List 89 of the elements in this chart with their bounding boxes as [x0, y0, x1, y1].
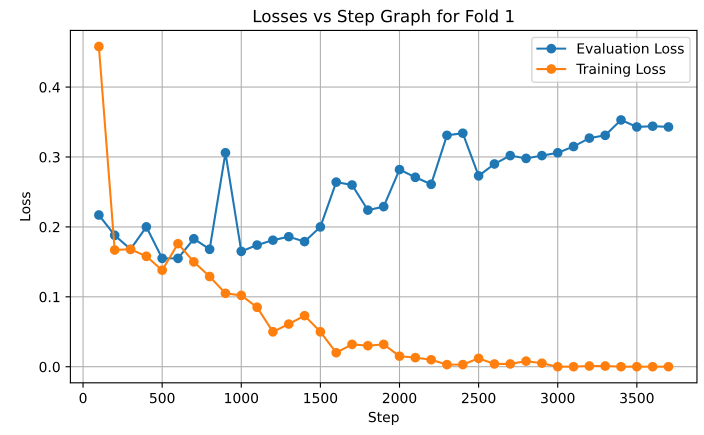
x-tick-label: 3500: [620, 392, 654, 404]
point: [362, 340, 373, 351]
point: [552, 362, 563, 372]
legend-label: Evaluation Loss: [578, 42, 684, 54]
point: [204, 244, 214, 254]
point: [521, 154, 531, 164]
point: [188, 234, 199, 244]
point: [552, 148, 563, 158]
x-tick-label: 2500: [462, 392, 496, 404]
point: [394, 164, 404, 174]
point: [252, 302, 262, 312]
point: [347, 180, 357, 190]
point: [537, 358, 547, 368]
point: [490, 159, 500, 169]
point: [616, 362, 626, 372]
point: [284, 232, 294, 242]
point: [94, 210, 104, 220]
y-tick-label: 0.0: [40, 362, 60, 372]
point: [490, 359, 500, 369]
point: [316, 222, 326, 232]
point: [648, 362, 658, 372]
chart-title: Losses vs Step Graph for Fold 1: [254, 9, 514, 26]
legend-label: Training Loss: [576, 63, 666, 77]
point: [157, 253, 168, 264]
point: [632, 362, 642, 372]
point: [252, 240, 262, 250]
point: [442, 130, 452, 140]
point: [584, 361, 594, 371]
point: [394, 351, 404, 362]
point: [632, 122, 642, 132]
point: [362, 205, 373, 215]
point: [173, 238, 183, 249]
point: [426, 179, 436, 190]
x-axis-title: Step: [368, 412, 399, 425]
point: [141, 251, 152, 262]
point: [664, 122, 674, 132]
y-tick-label: 0.1: [40, 292, 60, 302]
point: [505, 359, 516, 369]
point: [300, 236, 310, 246]
y-tick-label: 0.4: [40, 82, 60, 93]
x-tick-label: 1500: [304, 392, 338, 404]
point: [110, 245, 120, 255]
point: [458, 128, 468, 138]
point: [616, 115, 626, 125]
point: [410, 172, 420, 182]
point: [474, 353, 484, 364]
point: [442, 360, 452, 370]
point: [204, 272, 214, 282]
point: [600, 361, 610, 371]
x-tick-label: 3000: [541, 392, 574, 404]
point: [284, 319, 294, 329]
x-tick-label: 500: [150, 392, 174, 404]
point: [236, 290, 246, 300]
point: [378, 339, 389, 350]
point: [94, 42, 104, 52]
point: [331, 177, 342, 188]
point: [458, 360, 468, 370]
point: [173, 253, 183, 264]
x-tick-label: 1000: [225, 392, 258, 404]
point: [236, 246, 246, 256]
point: [220, 288, 230, 298]
point: [505, 150, 516, 160]
point: [426, 354, 436, 365]
point: [141, 222, 152, 232]
point: [300, 310, 310, 321]
point: [584, 133, 594, 143]
point: [378, 202, 389, 212]
point: [600, 130, 610, 140]
point: [410, 352, 420, 362]
y-tick-label: 0.2: [40, 222, 60, 232]
point: [521, 356, 531, 366]
point: [664, 362, 674, 372]
point: [157, 265, 168, 276]
point: [220, 148, 230, 158]
point: [188, 256, 199, 267]
point: [648, 121, 658, 132]
point: [568, 362, 578, 372]
x-tick-label: 2000: [382, 392, 416, 404]
point: [474, 171, 484, 181]
point: [316, 326, 326, 337]
x-tick-label: 0: [80, 392, 87, 404]
y-axis-title: Loss: [20, 192, 30, 220]
point: [268, 326, 278, 337]
point: [537, 150, 547, 160]
point: [347, 339, 357, 350]
point: [268, 235, 278, 246]
point: [331, 348, 342, 358]
point: [568, 142, 578, 152]
y-tick-label: 0.3: [40, 152, 60, 162]
